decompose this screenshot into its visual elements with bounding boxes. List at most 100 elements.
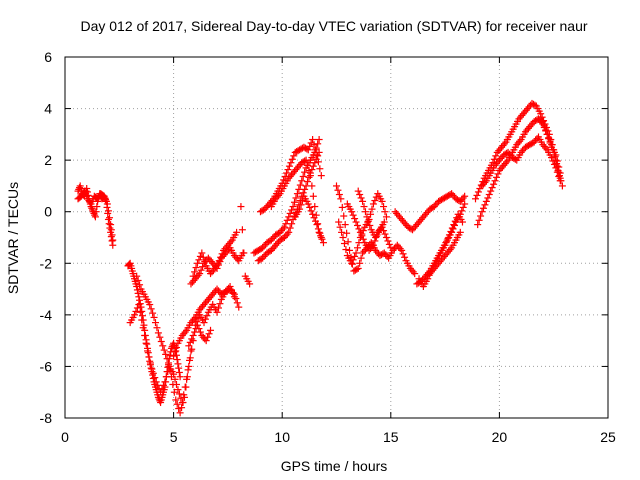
data-point bbox=[172, 344, 180, 352]
data-point bbox=[503, 158, 511, 166]
data-point bbox=[396, 245, 404, 253]
data-point bbox=[356, 191, 364, 199]
data-point bbox=[151, 374, 159, 382]
data-point bbox=[335, 218, 343, 226]
data-point bbox=[141, 331, 149, 339]
data-point bbox=[157, 338, 165, 346]
data-point bbox=[165, 361, 173, 369]
data-point bbox=[348, 208, 356, 216]
data-point bbox=[132, 307, 140, 315]
data-point bbox=[558, 182, 566, 190]
data-point bbox=[314, 140, 322, 148]
data-point bbox=[288, 220, 296, 228]
data-point bbox=[446, 246, 454, 254]
data-point bbox=[159, 342, 167, 350]
data-points bbox=[74, 99, 566, 417]
data-point bbox=[197, 266, 205, 274]
data-point bbox=[188, 335, 196, 343]
data-point bbox=[492, 152, 500, 160]
data-point bbox=[183, 373, 191, 381]
data-point bbox=[146, 359, 154, 367]
data-point bbox=[291, 198, 299, 206]
data-point bbox=[313, 151, 321, 159]
data-point bbox=[356, 259, 364, 267]
data-point bbox=[555, 172, 563, 180]
data-point bbox=[304, 200, 312, 208]
data-point bbox=[136, 281, 144, 289]
data-point bbox=[382, 213, 390, 221]
data-point bbox=[138, 316, 146, 324]
data-point bbox=[342, 246, 350, 254]
data-point bbox=[193, 321, 201, 329]
data-point bbox=[307, 207, 315, 215]
data-point bbox=[214, 304, 222, 312]
data-point bbox=[451, 217, 459, 225]
data-point bbox=[149, 369, 157, 377]
data-point bbox=[133, 304, 141, 312]
data-point bbox=[309, 192, 317, 200]
data-point bbox=[161, 378, 169, 386]
data-point bbox=[553, 157, 561, 165]
data-point bbox=[88, 204, 96, 212]
data-point bbox=[148, 365, 156, 373]
data-point bbox=[312, 146, 320, 154]
data-point bbox=[91, 213, 99, 221]
data-point bbox=[238, 226, 246, 234]
data-point bbox=[461, 192, 469, 200]
plot-frame bbox=[64, 56, 609, 419]
data-point bbox=[494, 170, 502, 178]
data-point bbox=[542, 144, 550, 152]
data-point bbox=[473, 191, 481, 199]
data-point bbox=[552, 151, 560, 159]
y-tick-label: 6 bbox=[44, 49, 52, 65]
data-point bbox=[199, 253, 207, 261]
data-point bbox=[107, 233, 115, 241]
x-tick-label: 10 bbox=[274, 429, 290, 445]
data-point bbox=[229, 289, 237, 297]
data-point bbox=[218, 250, 226, 258]
data-point bbox=[409, 268, 417, 276]
data-point bbox=[309, 162, 317, 170]
data-point bbox=[152, 378, 160, 386]
data-point bbox=[458, 218, 466, 226]
data-point bbox=[156, 333, 164, 341]
data-point bbox=[398, 246, 406, 254]
data-point bbox=[309, 210, 317, 218]
data-point bbox=[136, 300, 144, 308]
data-point bbox=[339, 234, 347, 241]
x-tick-label: 5 bbox=[170, 429, 178, 445]
data-point bbox=[233, 299, 241, 307]
data-point bbox=[478, 208, 486, 216]
data-point bbox=[340, 240, 348, 248]
data-point bbox=[185, 342, 193, 350]
data-point bbox=[202, 337, 210, 345]
data-point bbox=[192, 264, 200, 272]
data-point bbox=[196, 328, 204, 336]
data-point bbox=[304, 146, 312, 154]
data-point bbox=[108, 231, 116, 239]
data-point bbox=[369, 241, 377, 249]
data-point bbox=[352, 218, 360, 226]
data-point bbox=[380, 218, 388, 226]
data-point bbox=[171, 348, 179, 356]
data-point bbox=[275, 191, 283, 199]
data-point bbox=[283, 216, 291, 224]
data-point bbox=[109, 236, 117, 244]
data-point bbox=[203, 312, 211, 320]
data-point bbox=[198, 249, 206, 257]
data-point bbox=[159, 381, 167, 389]
data-point bbox=[125, 260, 133, 268]
data-point bbox=[240, 249, 248, 257]
data-point bbox=[174, 386, 182, 394]
data-point bbox=[104, 207, 112, 215]
data-point bbox=[226, 282, 234, 290]
data-point bbox=[146, 301, 154, 309]
data-point bbox=[131, 311, 139, 319]
data-point bbox=[458, 207, 466, 215]
data-point bbox=[337, 195, 345, 203]
data-point bbox=[174, 360, 182, 368]
data-point bbox=[189, 331, 197, 339]
data-point bbox=[304, 178, 312, 186]
data-point bbox=[384, 237, 392, 245]
data-point bbox=[459, 194, 467, 202]
